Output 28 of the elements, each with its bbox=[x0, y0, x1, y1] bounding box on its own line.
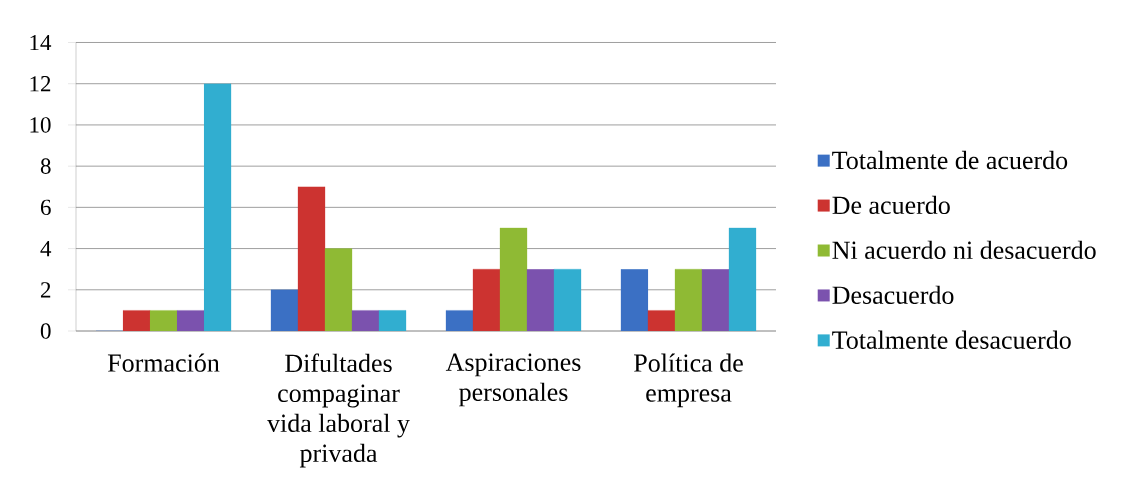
bar bbox=[351, 310, 380, 331]
legend-label: Totalmente desacuerdo bbox=[832, 330, 1071, 349]
y-tick-label: 10 bbox=[30, 117, 51, 133]
legend-label: Totalmente de acuerdo bbox=[832, 150, 1068, 170]
bar bbox=[203, 83, 232, 331]
bar bbox=[526, 269, 555, 331]
legend-label: Ni acuerdo ni desacuerdo bbox=[832, 240, 1096, 260]
y-tick-label: 8 bbox=[40, 158, 51, 174]
bar bbox=[728, 227, 757, 331]
x-tick-label: Política de empresa bbox=[634, 353, 743, 408]
bar bbox=[270, 289, 299, 331]
bar bbox=[553, 269, 582, 331]
y-tick-label: 2 bbox=[40, 282, 51, 298]
bar bbox=[701, 269, 730, 331]
y-tick-label: 6 bbox=[40, 199, 51, 216]
x-tick-label: Aspiraciones personales bbox=[445, 353, 581, 407]
x-tick-label: Difultades compaginar vida laboral y privada bbox=[267, 353, 410, 468]
bar bbox=[176, 310, 205, 331]
bar bbox=[378, 310, 407, 331]
bar bbox=[620, 269, 649, 331]
bar bbox=[445, 310, 474, 331]
y-tick-label: 0 bbox=[40, 323, 51, 339]
legend-label: Desacuerdo bbox=[832, 285, 954, 304]
legend-label: De acuerdo bbox=[832, 195, 950, 215]
y-tick-label: 12 bbox=[30, 76, 51, 92]
y-tick-label: 4 bbox=[40, 240, 52, 257]
x-tick-label: Formación bbox=[107, 353, 220, 372]
y-tick-label: 14 bbox=[30, 34, 52, 51]
